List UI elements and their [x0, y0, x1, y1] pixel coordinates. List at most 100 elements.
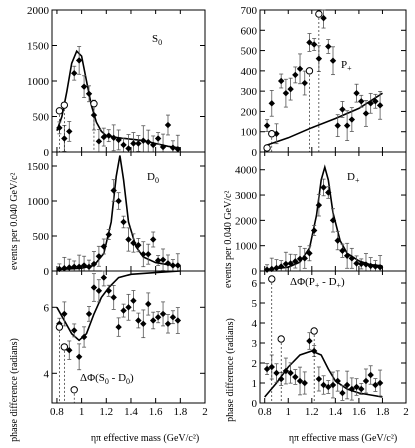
fit-curve — [56, 155, 181, 271]
y-tick-label: 500 — [33, 231, 50, 243]
data-point — [61, 265, 68, 272]
y-tick-label: 0 — [44, 147, 50, 159]
data-point — [353, 383, 360, 391]
data-point — [174, 262, 182, 269]
y-tick-label: 1500 — [27, 41, 50, 53]
open-point — [90, 100, 98, 108]
data-point — [110, 187, 117, 194]
data-point — [362, 110, 370, 117]
data-point — [169, 262, 177, 269]
x-tick-label: 0.8 — [258, 406, 272, 418]
data-point — [154, 135, 162, 142]
data-point — [154, 257, 162, 264]
data-point — [100, 243, 108, 250]
y-tick-label: 0 — [252, 147, 258, 159]
y-tick-label: 4000 — [235, 165, 258, 177]
x-tick-label: 1.4 — [328, 406, 342, 418]
y-tick-label: 6 — [44, 302, 50, 314]
data-point — [85, 90, 93, 97]
data-point — [56, 265, 63, 273]
data-point — [145, 138, 152, 146]
data-point — [164, 260, 172, 267]
x-tick-label: 1.4 — [124, 406, 138, 418]
panel-frame — [51, 9, 206, 153]
y-tick-label: 1500 — [27, 161, 50, 173]
data-point — [263, 122, 271, 129]
open-point — [55, 107, 64, 115]
data-point — [80, 83, 88, 90]
panel-D0: 0 500 1000 1500 D0 — [27, 151, 206, 278]
data-point — [115, 136, 122, 144]
data-point — [71, 69, 78, 77]
data-point — [66, 128, 73, 135]
data-point — [75, 263, 83, 270]
open-point — [277, 335, 285, 343]
data-point — [353, 89, 360, 97]
y-tick-label: 200 — [241, 106, 258, 118]
data-point — [268, 100, 275, 107]
data-point — [348, 255, 356, 262]
panel-S0: 0 500 1000 1500 2000 S0 — [27, 5, 206, 159]
data-point — [292, 373, 299, 381]
x-tick-label: 2 — [403, 406, 409, 418]
data-point — [174, 145, 182, 153]
data-point — [329, 381, 337, 389]
data-point — [292, 71, 299, 79]
data-point — [376, 264, 384, 271]
data-point — [339, 247, 346, 254]
x-tick-label: 0.8 — [50, 406, 64, 418]
data-point — [95, 287, 103, 294]
data-point — [320, 184, 327, 191]
x-tick-label: 1 — [79, 406, 85, 418]
fit-curve — [56, 270, 181, 342]
data-point — [164, 320, 172, 327]
data-point — [80, 333, 88, 341]
y-tick-label: 3 — [252, 338, 258, 350]
data-point — [130, 239, 137, 247]
data-point — [310, 227, 318, 234]
data-point — [372, 98, 379, 105]
data-point — [135, 317, 142, 324]
open-point — [70, 386, 78, 394]
data-point — [263, 365, 271, 373]
y-tick-label: 500 — [241, 46, 258, 58]
data-point — [140, 251, 147, 258]
data-point — [149, 236, 157, 243]
data-point — [306, 39, 313, 46]
data-point — [301, 379, 308, 387]
data-point — [372, 381, 379, 389]
y-tick-label: 4 — [44, 368, 50, 380]
data-point — [110, 294, 117, 301]
panel-label: D+ — [347, 171, 360, 185]
data-point — [115, 197, 122, 205]
y-tick-label: 1 — [252, 378, 258, 390]
data-point — [348, 385, 356, 393]
data-point — [85, 310, 93, 318]
data-point — [120, 141, 127, 149]
open-point — [60, 101, 69, 109]
data-point — [367, 262, 374, 270]
x-tick-label: 1.2 — [99, 406, 113, 418]
data-point — [358, 98, 365, 105]
data-point — [353, 260, 360, 267]
data-point — [376, 102, 384, 109]
data-point — [362, 377, 370, 385]
y-tick-label: 1000 — [27, 76, 50, 88]
data-point — [325, 189, 332, 196]
data-point — [145, 300, 152, 308]
open-point — [60, 343, 69, 351]
data-point — [301, 79, 308, 87]
data-point — [110, 134, 117, 141]
data-point — [329, 57, 337, 64]
panel-frame — [259, 270, 407, 404]
data-point — [169, 314, 177, 321]
data-point — [339, 389, 346, 397]
data-point — [301, 255, 308, 262]
data-point — [174, 317, 182, 324]
panel-label: ΔΦ(P+ - D+) — [290, 276, 345, 290]
ylabel-phase-right: phase difference (radians) — [225, 318, 236, 422]
data-point — [287, 369, 294, 377]
data-point — [287, 85, 294, 93]
data-point — [120, 218, 127, 226]
